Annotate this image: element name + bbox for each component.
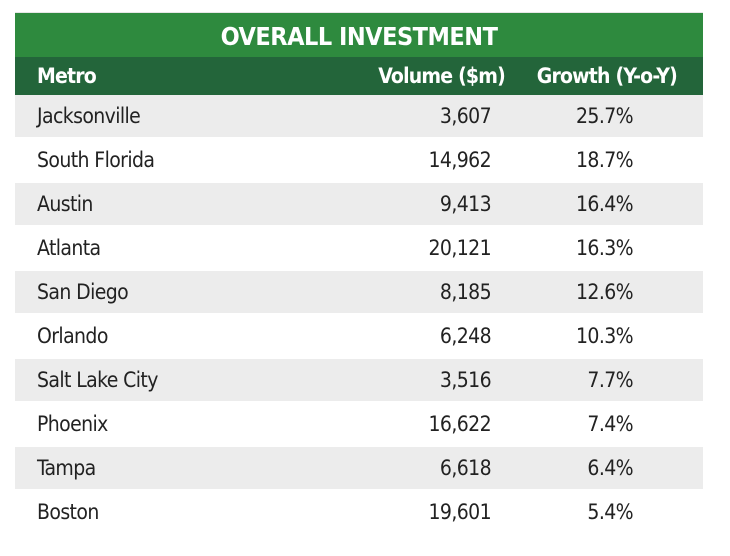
cell-volume: 16,622 bbox=[428, 412, 492, 436]
cell-volume: 6,248 bbox=[439, 324, 492, 348]
table-body: Jacksonville 3,607 25.7% South Florida 14,96… bbox=[15, 95, 703, 535]
cell-growth: 18.7% bbox=[575, 148, 634, 172]
cell-growth: 5.4% bbox=[587, 500, 633, 524]
cell-growth: 10.3% bbox=[575, 324, 634, 348]
cell-growth: 7.7% bbox=[587, 368, 633, 392]
cell-metro: Boston bbox=[37, 500, 99, 524]
table-row: Salt Lake City 3,516 7.7% bbox=[15, 359, 703, 403]
column-header-growth: Growth (Y-o-Y) bbox=[536, 64, 678, 88]
cell-metro: Jacksonville bbox=[37, 104, 141, 128]
table-row: Austin 9,413 16.4% bbox=[15, 183, 703, 227]
cell-volume: 9,413 bbox=[439, 192, 492, 216]
table-row: Jacksonville 3,607 25.7% bbox=[15, 95, 703, 139]
cell-growth: 16.3% bbox=[575, 236, 634, 260]
cell-growth: 16.4% bbox=[575, 192, 634, 216]
cell-volume: 14,962 bbox=[428, 148, 492, 172]
table-row: Atlanta 20,121 16.3% bbox=[15, 227, 703, 271]
cell-volume: 3,607 bbox=[439, 104, 492, 128]
cell-metro: South Florida bbox=[37, 148, 155, 172]
cell-metro: Tampa bbox=[37, 456, 96, 480]
cell-metro: Austin bbox=[37, 192, 93, 216]
table-title: OVERALL INVESTMENT bbox=[15, 12, 703, 57]
cell-metro: Phoenix bbox=[37, 412, 108, 436]
table-row: Phoenix 16,622 7.4% bbox=[15, 403, 703, 447]
cell-growth: 7.4% bbox=[587, 412, 633, 436]
table-row: San Diego 8,185 12.6% bbox=[15, 271, 703, 315]
investment-table: OVERALL INVESTMENT Metro Volume ($m) Gro… bbox=[15, 12, 703, 535]
cell-growth: 12.6% bbox=[575, 280, 634, 304]
table-header-row: Metro Volume ($m) Growth (Y-o-Y) bbox=[15, 57, 703, 95]
cell-volume: 20,121 bbox=[428, 236, 492, 260]
cell-volume: 8,185 bbox=[439, 280, 492, 304]
column-header-volume: Volume ($m) bbox=[378, 64, 506, 88]
cell-metro: Orlando bbox=[37, 324, 108, 348]
cell-growth: 6.4% bbox=[587, 456, 633, 480]
cell-metro: Atlanta bbox=[37, 236, 101, 260]
column-header-metro: Metro bbox=[37, 64, 97, 88]
table-row: Tampa 6,618 6.4% bbox=[15, 447, 703, 491]
cell-growth: 25.7% bbox=[575, 104, 634, 128]
table-row: Orlando 6,248 10.3% bbox=[15, 315, 703, 359]
cell-metro: Salt Lake City bbox=[37, 368, 158, 392]
cell-volume: 3,516 bbox=[439, 368, 492, 392]
table-row: Boston 19,601 5.4% bbox=[15, 491, 703, 535]
cell-volume: 6,618 bbox=[439, 456, 492, 480]
table-row: South Florida 14,962 18.7% bbox=[15, 139, 703, 183]
cell-volume: 19,601 bbox=[428, 500, 492, 524]
cell-metro: San Diego bbox=[37, 280, 129, 304]
